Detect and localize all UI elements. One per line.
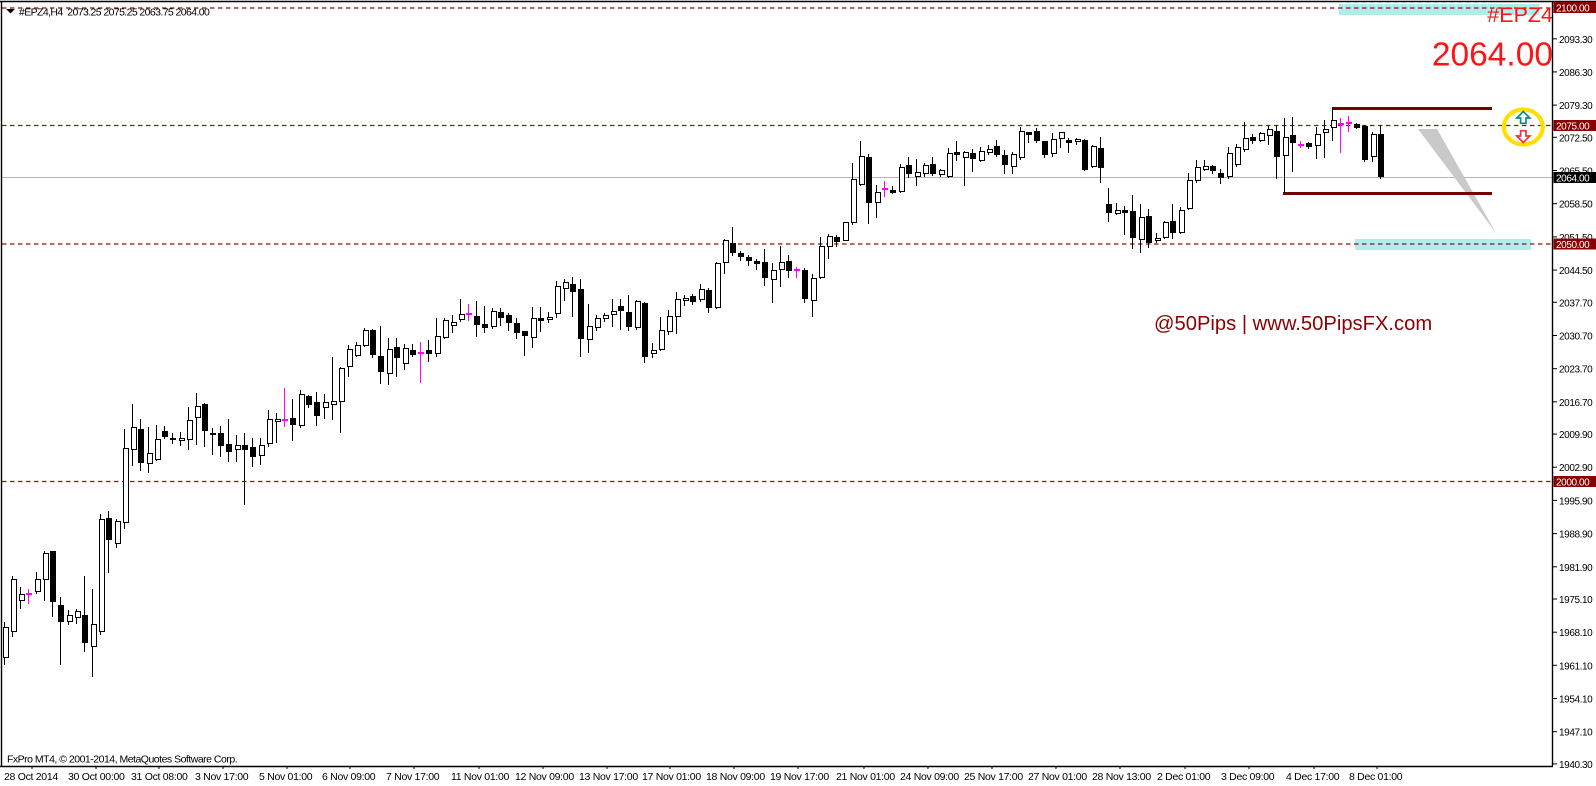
svg-text:1940.30: 1940.30: [1559, 760, 1593, 771]
svg-text:@50Pips | www.50PipsFX.com: @50Pips | www.50PipsFX.com: [1154, 313, 1432, 335]
svg-text:2064.00: 2064.00: [1556, 174, 1590, 185]
svg-text:18 Nov 09:00: 18 Nov 09:00: [706, 771, 765, 783]
svg-text:24 Nov 09:00: 24 Nov 09:00: [900, 771, 959, 783]
svg-text:28 Nov 13:00: 28 Nov 13:00: [1092, 771, 1151, 783]
svg-text:17 Nov 01:00: 17 Nov 01:00: [642, 771, 701, 783]
svg-text:28 Oct 2014: 28 Oct 2014: [4, 771, 58, 783]
svg-text:1961.10: 1961.10: [1559, 661, 1593, 672]
svg-text:31 Oct 08:00: 31 Oct 08:00: [131, 771, 188, 783]
svg-text:#EPZ4,H4 2073.25 2075.25 2063: #EPZ4,H4 2073.25 2075.25 2063.75 2064.00: [19, 7, 210, 19]
svg-text:6 Nov 09:00: 6 Nov 09:00: [322, 771, 376, 783]
svg-text:1975.10: 1975.10: [1559, 595, 1593, 606]
svg-text:27 Nov 01:00: 27 Nov 01:00: [1028, 771, 1087, 783]
svg-text:2030.70: 2030.70: [1559, 332, 1593, 343]
svg-text:7 Nov 17:00: 7 Nov 17:00: [386, 771, 440, 783]
svg-text:2079.30: 2079.30: [1559, 101, 1593, 112]
svg-text:2037.70: 2037.70: [1559, 298, 1593, 309]
svg-text:21 Nov 01:00: 21 Nov 01:00: [836, 771, 895, 783]
svg-text:13 Nov 17:00: 13 Nov 17:00: [579, 771, 638, 783]
svg-text:8 Dec 01:00: 8 Dec 01:00: [1349, 771, 1403, 783]
svg-text:2064.00: 2064.00: [1432, 37, 1553, 74]
svg-text:25 Nov 17:00: 25 Nov 17:00: [964, 771, 1023, 783]
svg-text:2023.70: 2023.70: [1559, 365, 1593, 376]
svg-text:3 Nov 17:00: 3 Nov 17:00: [195, 771, 249, 783]
svg-text:1954.10: 1954.10: [1559, 695, 1593, 706]
svg-text:2044.50: 2044.50: [1559, 266, 1593, 277]
svg-text:2009.90: 2009.90: [1559, 430, 1593, 441]
svg-text:2051.50: 2051.50: [1559, 233, 1593, 244]
svg-text:2086.30: 2086.30: [1559, 68, 1593, 79]
svg-text:5 Nov 01:00: 5 Nov 01:00: [259, 771, 313, 783]
svg-text:2058.50: 2058.50: [1559, 200, 1593, 211]
svg-text:2050.00: 2050.00: [1556, 240, 1590, 251]
svg-text:1947.10: 1947.10: [1559, 728, 1593, 739]
svg-text:2000.00: 2000.00: [1556, 478, 1590, 489]
svg-text:FxPro MT4, © 2001-2014, MetaQu: FxPro MT4, © 2001-2014, MetaQuotes Softw…: [7, 754, 237, 766]
svg-text:2 Dec 01:00: 2 Dec 01:00: [1157, 771, 1211, 783]
svg-text:2072.50: 2072.50: [1559, 133, 1593, 144]
svg-text:11 Nov 01:00: 11 Nov 01:00: [451, 771, 510, 783]
svg-text:2002.90: 2002.90: [1559, 463, 1593, 474]
svg-text:#EPZ4: #EPZ4: [1487, 3, 1553, 27]
svg-text:2100.00: 2100.00: [1556, 4, 1590, 15]
svg-text:19 Nov 17:00: 19 Nov 17:00: [770, 771, 829, 783]
svg-text:30 Oct 00:00: 30 Oct 00:00: [68, 771, 125, 783]
svg-text:1981.90: 1981.90: [1559, 563, 1593, 574]
svg-text:2016.70: 2016.70: [1559, 398, 1593, 409]
svg-text:12 Nov 09:00: 12 Nov 09:00: [515, 771, 574, 783]
svg-text:1995.90: 1995.90: [1559, 496, 1593, 507]
svg-text:2075.00: 2075.00: [1556, 122, 1590, 133]
svg-text:4 Dec 17:00: 4 Dec 17:00: [1286, 771, 1340, 783]
svg-text:2093.30: 2093.30: [1559, 35, 1593, 46]
svg-text:3 Dec 09:00: 3 Dec 09:00: [1221, 771, 1275, 783]
svg-text:1968.10: 1968.10: [1559, 628, 1593, 639]
svg-text:1988.90: 1988.90: [1559, 530, 1593, 541]
